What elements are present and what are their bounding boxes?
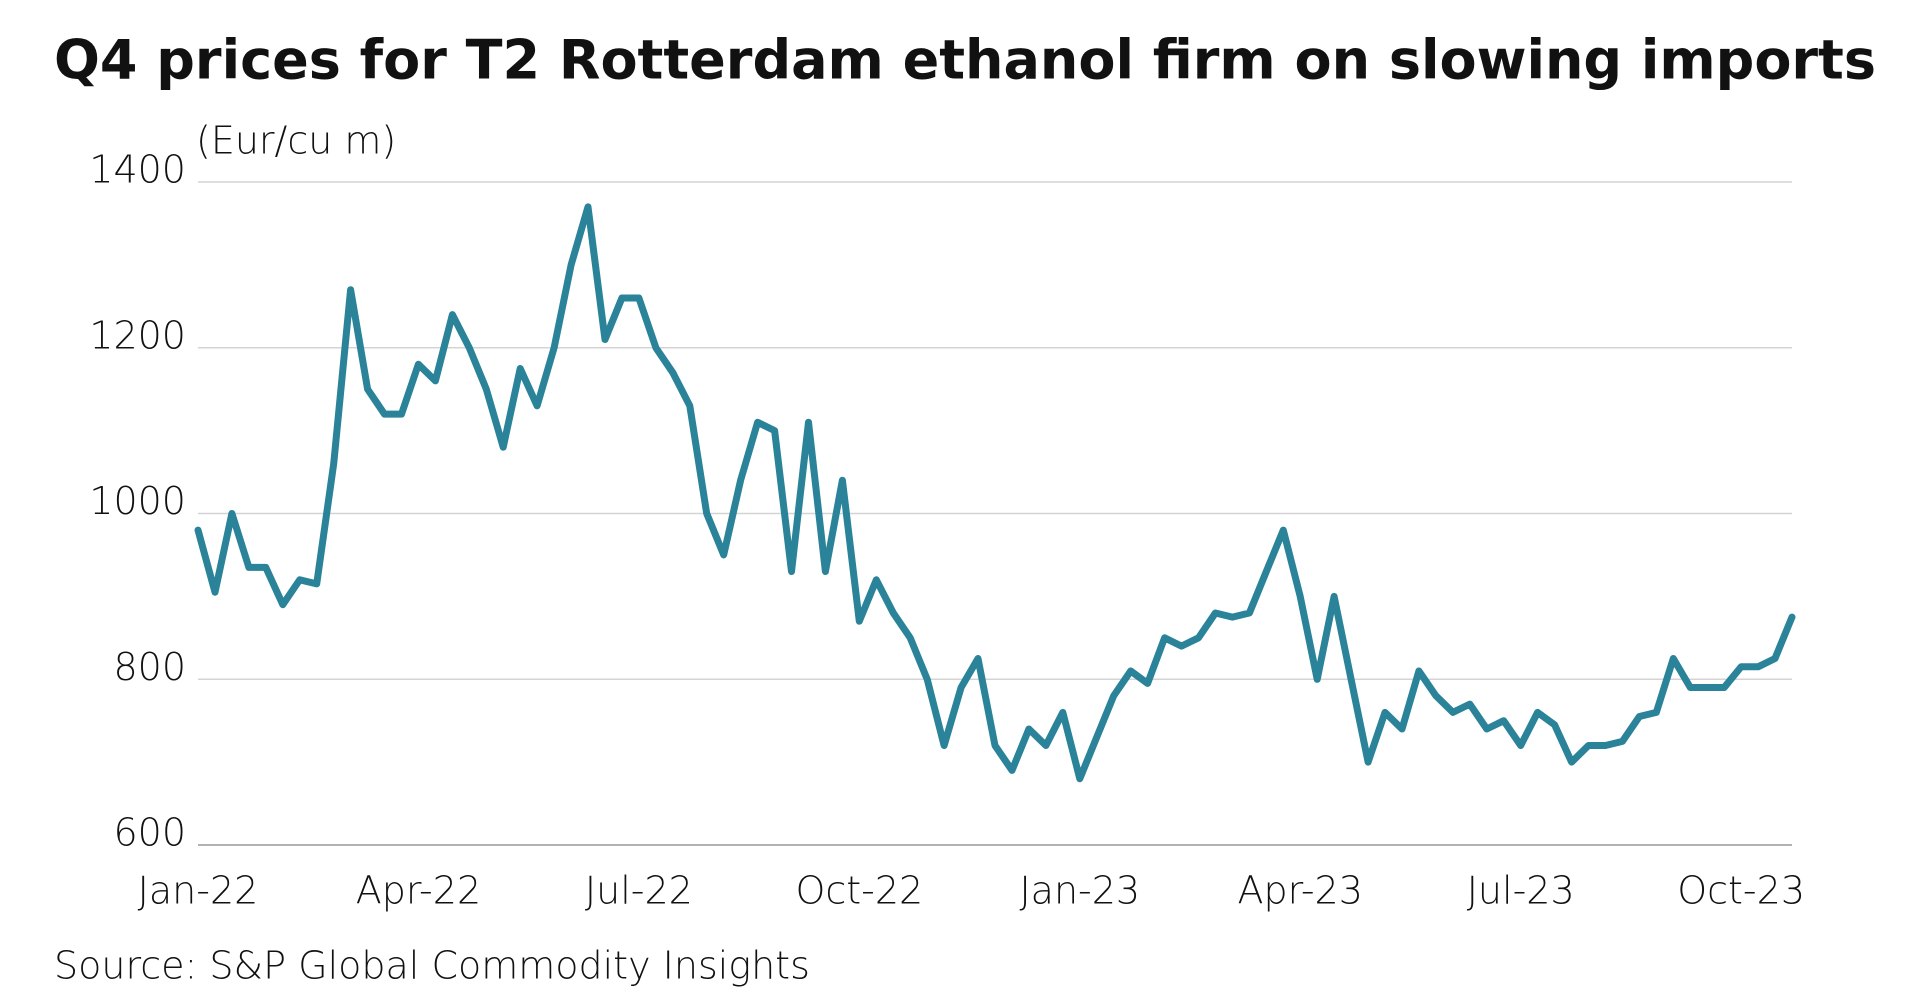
price-line bbox=[194, 203, 1796, 783]
y-tick-label: 600 bbox=[113, 811, 186, 855]
x-tick-label: Jul-22 bbox=[585, 869, 693, 913]
y-tick-label: 800 bbox=[113, 645, 186, 689]
y-axis-label: (Eur/cu m) bbox=[196, 119, 396, 163]
chart-title: Q4 prices for T2 Rotterdam ethanol firm … bbox=[54, 29, 1876, 92]
y-tick-label: 1400 bbox=[89, 148, 186, 192]
y-tick-label: 1000 bbox=[89, 479, 186, 523]
x-tick-label: Jan-22 bbox=[138, 869, 259, 913]
x-tick-label: Jan-23 bbox=[1019, 869, 1140, 913]
x-tick-label: Apr-22 bbox=[356, 869, 481, 913]
x-tick-label: Oct-22 bbox=[795, 869, 923, 913]
y-tick-label: 1200 bbox=[89, 313, 186, 357]
source: Source: S&P Global Commodity Insights bbox=[54, 944, 810, 988]
x-tick-label: Apr-23 bbox=[1238, 869, 1363, 913]
x-tick-label: Jul-23 bbox=[1467, 869, 1575, 913]
x-tick-label: Oct-23 bbox=[1677, 869, 1805, 913]
